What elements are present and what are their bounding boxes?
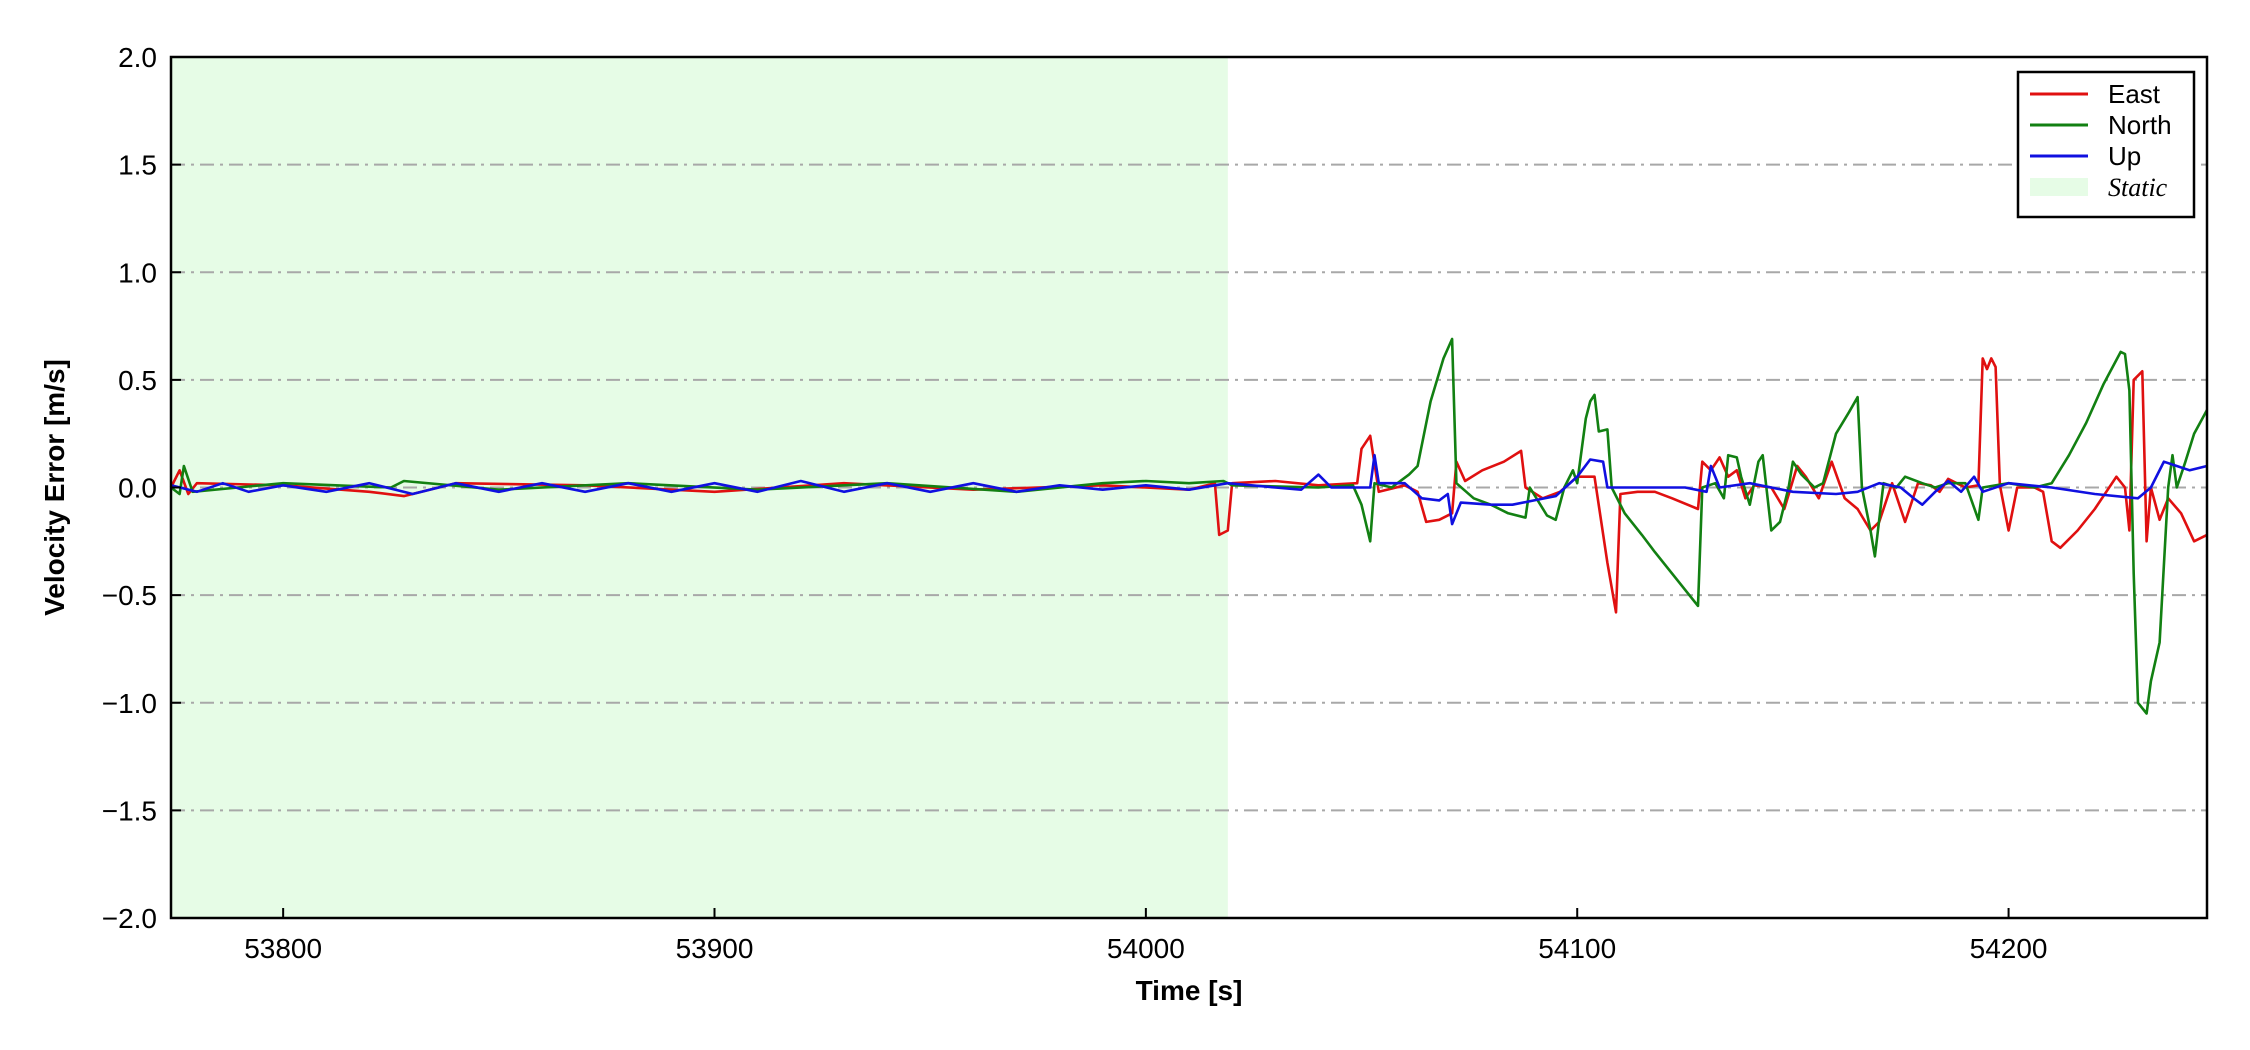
x-tick-label: 54100 — [1538, 933, 1616, 964]
legend-label-east: East — [2108, 79, 2161, 109]
x-tick-label: 54200 — [1970, 933, 2048, 964]
legend-swatch-static — [2030, 178, 2088, 196]
x-axis-title: Time [s] — [1136, 975, 1243, 1006]
y-tick-label: −2.0 — [102, 903, 157, 934]
legend-label-north: North — [2108, 110, 2172, 140]
gridline-layer — [171, 163, 2207, 812]
y-tick-label: 2.0 — [118, 42, 157, 73]
y-tick-label: −0.5 — [102, 580, 157, 611]
series-line-up — [170, 453, 2208, 526]
y-tick-label: 0.0 — [118, 473, 157, 504]
y-tick-label: 0.5 — [118, 365, 157, 396]
x-tick-label: 53900 — [676, 933, 754, 964]
x-tick-label: 53800 — [244, 933, 322, 964]
y-tick-label: −1.5 — [102, 795, 157, 826]
series-layer — [169, 337, 2209, 715]
y-axis-title: Velocity Error [m/s] — [39, 359, 70, 616]
tick-layer: 53800 53900 54000 54100 54200 −2.0 −1.5 −1.0 −0.… — [102, 42, 2048, 964]
y-tick-label: 1.5 — [118, 150, 157, 181]
y-tick-label: −1.0 — [102, 688, 157, 719]
y-tick-label: 1.0 — [118, 257, 157, 288]
x-tick-label: 54000 — [1107, 933, 1185, 964]
legend-label-static: Static — [2108, 173, 2168, 202]
legend-label-up: Up — [2108, 141, 2141, 171]
series-line-east — [169, 357, 2208, 614]
series-line-north — [170, 337, 2209, 715]
